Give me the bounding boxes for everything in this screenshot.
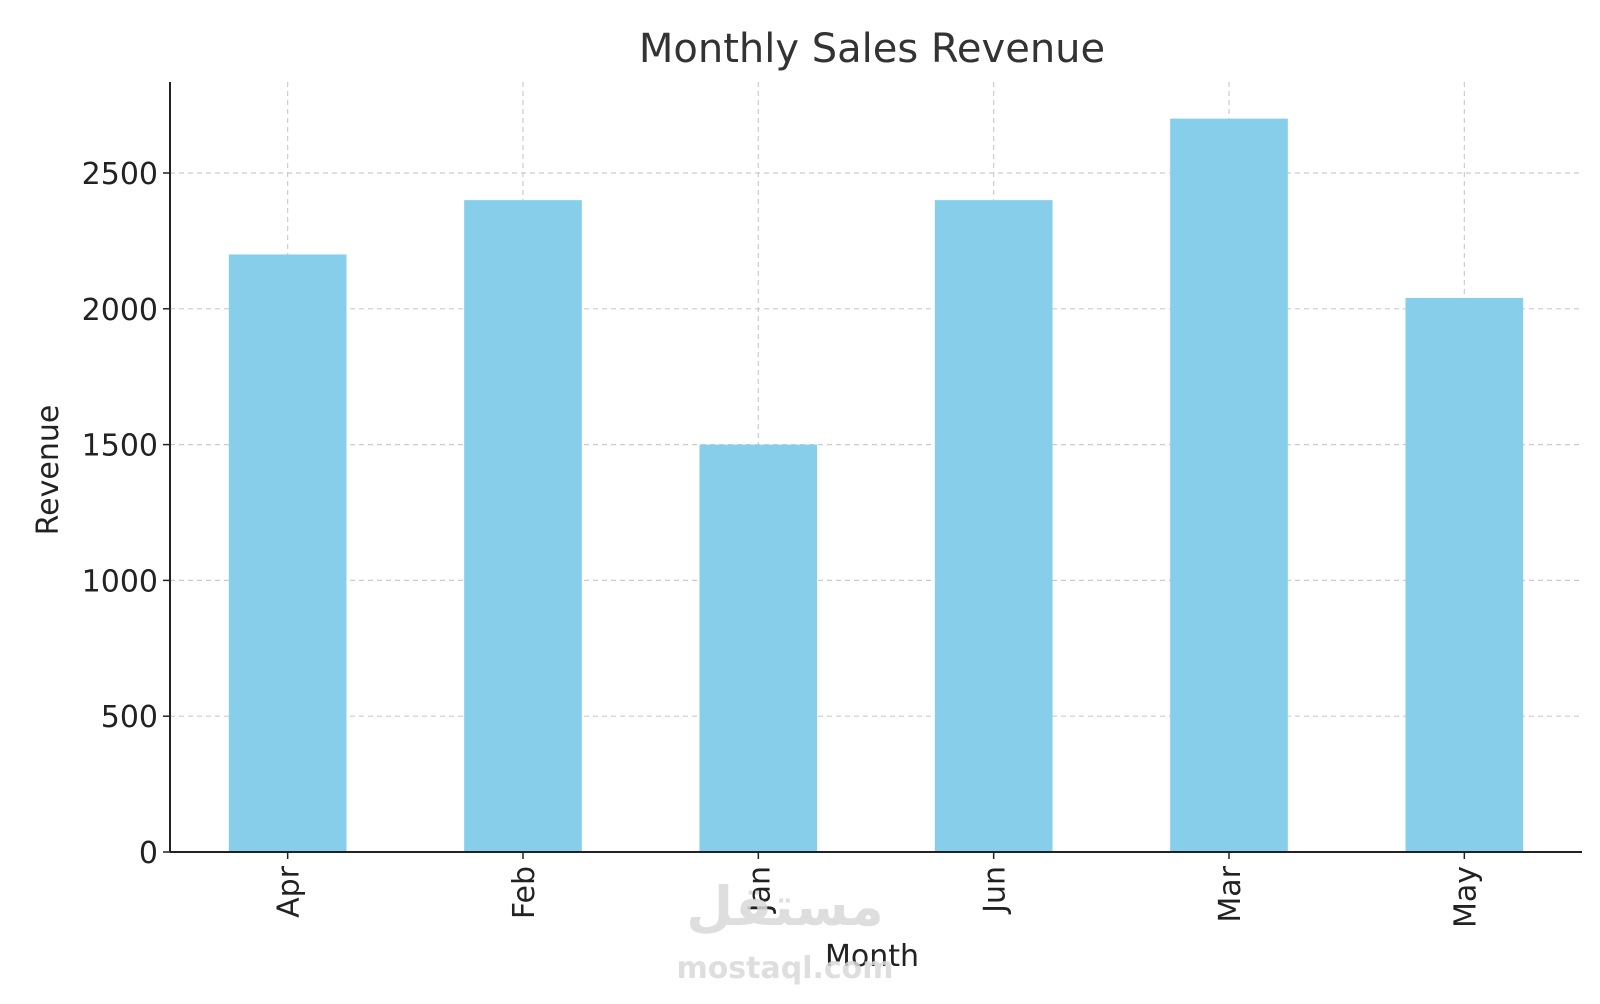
bar-apr	[228, 254, 347, 853]
bar-jan	[699, 444, 818, 852]
bar-may	[1405, 297, 1524, 853]
chart-title: Monthly Sales Revenue	[639, 26, 1105, 72]
axis-layer	[169, 82, 1582, 853]
bar-feb	[464, 200, 582, 853]
x-tick-label: Feb	[507, 866, 542, 919]
watermark-latin-text: mostaql.com	[676, 951, 893, 986]
bar-jun	[934, 200, 1053, 853]
x-tick-label: Mar	[1213, 865, 1248, 922]
y-tick-label: 2500	[82, 157, 158, 192]
x-tick-label: Apr	[272, 865, 307, 918]
watermark-arabic-text: مستقل	[686, 875, 884, 938]
grid-layer	[170, 82, 1582, 852]
y-axis-label: Revenue	[31, 405, 66, 536]
bar-layer	[228, 118, 1524, 853]
y-tick-label: 0	[139, 836, 158, 871]
y-tick-label: 500	[101, 700, 158, 735]
y-tick-label: 1500	[82, 429, 158, 464]
y-tick-label: 1000	[82, 564, 158, 599]
x-axis-label: Month	[825, 939, 919, 974]
tick-layer: 0 500 1000 1500 2000 2500 Apr Feb Jan Jun Mar May	[82, 157, 1484, 928]
x-tick-label: Jun	[978, 866, 1013, 915]
bar-mar	[1170, 118, 1288, 852]
y-tick-label: 2000	[82, 293, 158, 328]
x-tick-label: Jan	[742, 866, 777, 914]
watermark-logo: مستقل mostaql.com	[676, 875, 893, 986]
x-tick-label: May	[1448, 866, 1483, 928]
